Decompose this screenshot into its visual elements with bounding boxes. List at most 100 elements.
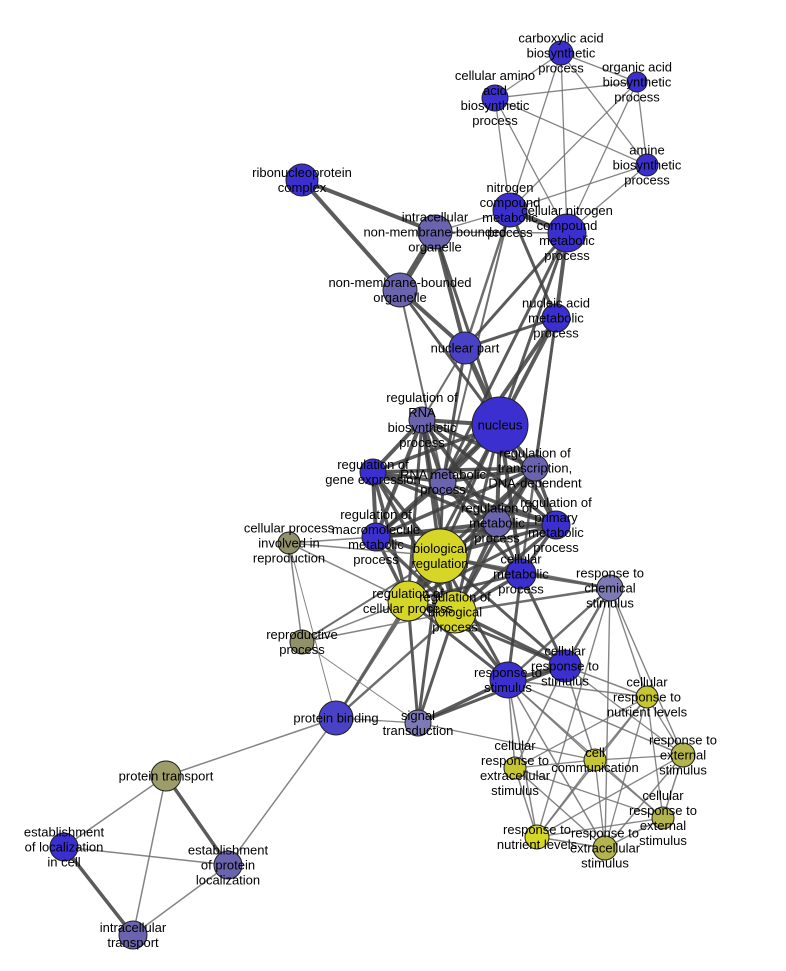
- node-regMetabolic[interactable]: [482, 508, 512, 538]
- node-label-nmbo: non-membrane-bounded organelle: [328, 275, 471, 305]
- node-label-regGeneExpr: regulation of gene expression: [325, 457, 420, 487]
- node-rnaMetabolic[interactable]: [429, 468, 457, 496]
- nodes-layer: [49, 40, 696, 950]
- edge-nitrogenCompound-nucleicAcid: [508, 208, 558, 320]
- node-label-nucleus: nucleus: [478, 418, 523, 433]
- node-label-respExternal: response to external stimulus: [649, 733, 717, 778]
- edge-respExternal-respExtracell: [604, 754, 684, 849]
- edge-cellProcRepro-reproductive: [288, 542, 303, 643]
- node-cellRespNutrient[interactable]: [635, 685, 659, 709]
- edge-estProteinLocal-intracellTransport: [132, 864, 229, 936]
- node-proteinBinding[interactable]: [318, 700, 354, 736]
- node-cellNitrogen[interactable]: [547, 213, 587, 253]
- edge-cellRespExtracell-cellRespExternal: [514, 767, 664, 819]
- edge-proteinTransport-estLocalizationCell: [63, 775, 167, 848]
- node-label-biologicalRegulation: biological regulation: [411, 541, 468, 571]
- edge-cellMetabolic-cellRespStimulus: [519, 572, 567, 668]
- edge-regCellular-respStimulus: [406, 599, 510, 682]
- node-label-cellRespStimulus: cellular response to stimulus: [531, 644, 599, 689]
- edge-regBiological-reproductive: [301, 611, 456, 643]
- edge-regRNAbio-regTranscription: [420, 418, 537, 470]
- node-respExternal[interactable]: [670, 742, 696, 768]
- node-ribonucleoprotein[interactable]: [285, 163, 319, 197]
- node-respStimulus[interactable]: [489, 661, 527, 699]
- node-label-reproductive: reproductive process: [266, 627, 338, 657]
- node-carboxylic[interactable]: [548, 40, 574, 66]
- edge-estLocalizationCell-intracellTransport: [62, 845, 135, 937]
- node-label-proteinTransport: protein transport: [119, 769, 214, 784]
- edge-cellRespNutrient-respExtracell: [604, 696, 648, 849]
- node-estProteinLocal[interactable]: [213, 850, 243, 880]
- edge-regTranscription-regGeneExpr: [371, 466, 537, 474]
- node-intracellularNMBO[interactable]: [417, 214, 453, 250]
- edge-cellRespExtracell-respExtracell: [514, 767, 606, 849]
- node-nmbo[interactable]: [382, 272, 418, 308]
- node-cellRespExternal[interactable]: [651, 806, 675, 830]
- edge-cellRespStimulus-signalTransduction: [416, 664, 567, 725]
- edge-respStimulus-cellRespExternal: [507, 679, 664, 819]
- node-regRNAbio[interactable]: [408, 406, 436, 434]
- node-respExtracell[interactable]: [592, 835, 618, 861]
- node-estLocalizationCell[interactable]: [49, 832, 79, 862]
- node-label-regCellular: regulation of cellular process: [363, 586, 454, 616]
- node-respChemical[interactable]: [596, 574, 624, 602]
- node-nitrogenCompound[interactable]: [492, 192, 528, 228]
- node-label-cellRespNutrient: cellular response to nutrient levels: [607, 675, 688, 720]
- edge-respStimulus-respNutrient: [507, 679, 538, 838]
- edge-regBiological-proteinBinding: [334, 610, 457, 720]
- edge-nuclearPart-rnaMetabolic: [441, 346, 467, 484]
- node-label-nitrogenCompound: nitrogen compound metabolic process: [480, 180, 541, 240]
- edge-cellProcRepro-proteinBinding: [288, 542, 337, 719]
- node-regMacromol[interactable]: [361, 522, 391, 552]
- node-proteinTransport[interactable]: [150, 760, 182, 792]
- edge-respChemical-cellRespNutrient: [609, 587, 648, 698]
- edge-proteinTransport-intracellTransport: [132, 775, 167, 936]
- node-respNutrient[interactable]: [524, 824, 550, 850]
- node-label-respExtracell: response to extracellular stimulus: [570, 826, 641, 871]
- edge-respChemical-respExternal: [609, 587, 684, 756]
- edge-cellNitrogen-rnaMetabolic: [441, 231, 569, 484]
- edge-cellCommunication-respNutrient: [536, 759, 596, 838]
- node-signalTransduction[interactable]: [404, 709, 432, 737]
- node-cellCommunication[interactable]: [583, 748, 607, 772]
- node-regGeneExpr[interactable]: [359, 458, 387, 486]
- node-nucleicAcid[interactable]: [541, 303, 571, 333]
- node-cellAmino[interactable]: [481, 84, 509, 112]
- node-cellRespExtracell[interactable]: [503, 756, 527, 780]
- edge-carboxylic-cellNitrogen: [560, 52, 568, 234]
- edge-rnaMetabolic-cellMetabolic: [441, 480, 523, 576]
- edge-cellRespNutrient-cellRespExternal: [646, 696, 664, 819]
- node-biologicalRegulation[interactable]: [412, 528, 468, 584]
- node-cellRespStimulus[interactable]: [548, 649, 582, 683]
- edge-cellCommunication-signalTransduction: [417, 722, 596, 761]
- edge-biologicalRegulation-signalTransduction: [416, 554, 442, 725]
- node-cellMetabolic[interactable]: [505, 558, 537, 590]
- edge-cellRespStimulus-respExternal: [564, 665, 684, 756]
- node-regTranscription[interactable]: [521, 454, 549, 482]
- edge-nucleus-regBiological: [453, 423, 502, 614]
- edge-proteinBinding-proteinTransport: [165, 717, 337, 777]
- edge-proteinTransport-estProteinLocal: [164, 774, 230, 867]
- node-amine[interactable]: [635, 153, 659, 177]
- node-nuclearPart[interactable]: [448, 331, 482, 365]
- node-label-regRNAbio: regulation of RNA biosynthetic process: [386, 390, 458, 450]
- edge-organicAcid-amine: [636, 81, 648, 166]
- node-label-intracellularNMBO: intracellular non-membrane-bounded organel…: [363, 210, 506, 255]
- node-organicAcid[interactable]: [626, 71, 648, 93]
- node-cellProcRepro[interactable]: [277, 531, 301, 555]
- edge-regGeneExpr-regBiological: [371, 470, 457, 614]
- edge-carboxylic-organicAcid: [560, 52, 638, 83]
- edge-ribonucleoprotein-intracellularNMBO: [300, 178, 437, 234]
- edge-cellNitrogen-nucleus: [498, 231, 569, 427]
- node-nucleus[interactable]: [471, 396, 529, 454]
- edge-cellRespNutrient-cellRespExtracell: [514, 696, 648, 769]
- node-regPrimary[interactable]: [541, 510, 571, 540]
- node-intracellTransport[interactable]: [118, 920, 148, 950]
- node-regCellular[interactable]: [387, 580, 429, 622]
- node-label-cellCommunication: cell communication: [551, 745, 638, 775]
- node-reproductive[interactable]: [289, 629, 315, 655]
- node-regBiological[interactable]: [433, 590, 477, 634]
- edge-cellAmino-organicAcid: [494, 81, 638, 99]
